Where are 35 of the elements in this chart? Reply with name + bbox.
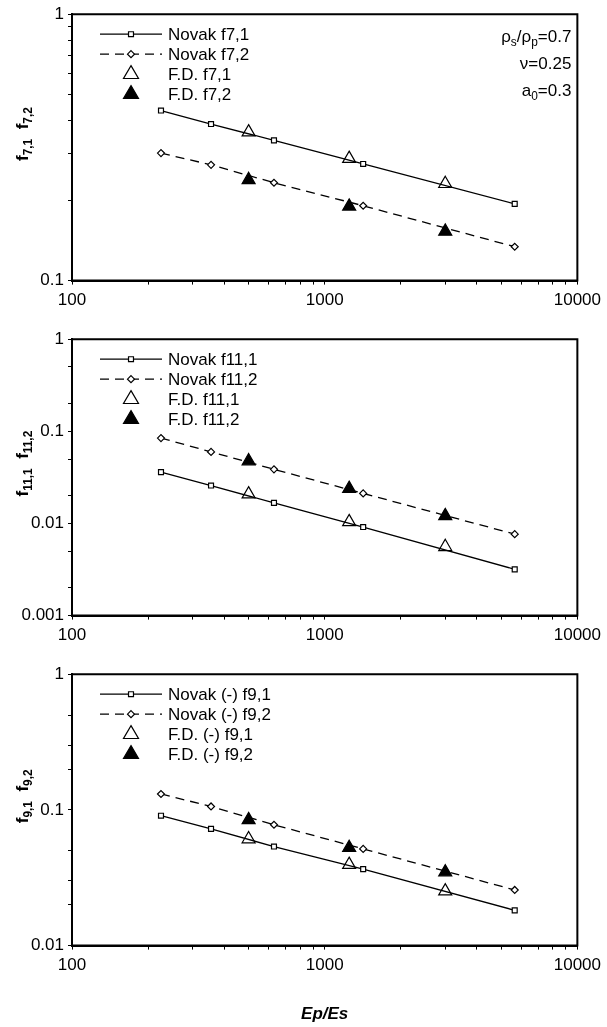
x-axis-title: Ep/Es [301,1004,349,1024]
y-axis-title: f11,1 f11,2 [13,430,36,497]
x-tick-label: 1000 [305,290,344,310]
annotation: ν=0.25 [519,54,572,74]
x-tick-label: 100 [57,955,87,975]
x-tick-label: 100 [57,625,87,645]
legend-label: F.D. (-) f9,1 [168,724,254,744]
legend-label: Novak f11,2 [168,369,258,389]
y-tick-label: 0.1 [40,421,64,441]
legend-label: F.D. f11,1 [168,389,240,409]
y-tick-label: 0.01 [30,935,64,955]
legend-label: Novak (-) f9,2 [168,704,271,724]
legend-label: Novak f11,1 [168,349,258,369]
y-tick-label: 1 [54,3,64,23]
x-tick-label: 1000 [305,955,344,975]
legend-label: Novak (-) f9,1 [168,684,271,704]
y-tick-label: 0.1 [40,270,64,290]
x-tick-label: 10000 [553,625,601,645]
legend-label: Novak f7,2 [168,44,250,64]
x-tick-label: 100 [57,290,87,310]
y-tick-label: 0.1 [40,799,64,819]
x-tick-label: 10000 [553,290,601,310]
y-axis-title: f9,1 f9,2 [13,769,36,824]
legend-label: Novak f7,1 [168,24,250,44]
y-tick-label: 1 [54,328,64,348]
y-tick-label: 1 [54,663,64,683]
legend-label: F.D. f11,2 [168,409,240,429]
x-tick-label: 10000 [553,955,601,975]
y-axis-title: f7,1 f7,2 [13,106,36,161]
legend-label: F.D. (-) f9,2 [168,744,254,764]
y-tick-label: 0.001 [21,605,64,625]
legend-label: F.D. f7,2 [168,84,232,104]
x-tick-label: 1000 [305,625,344,645]
legend-label: F.D. f7,1 [168,64,232,84]
y-tick-label: 0.01 [30,513,64,533]
